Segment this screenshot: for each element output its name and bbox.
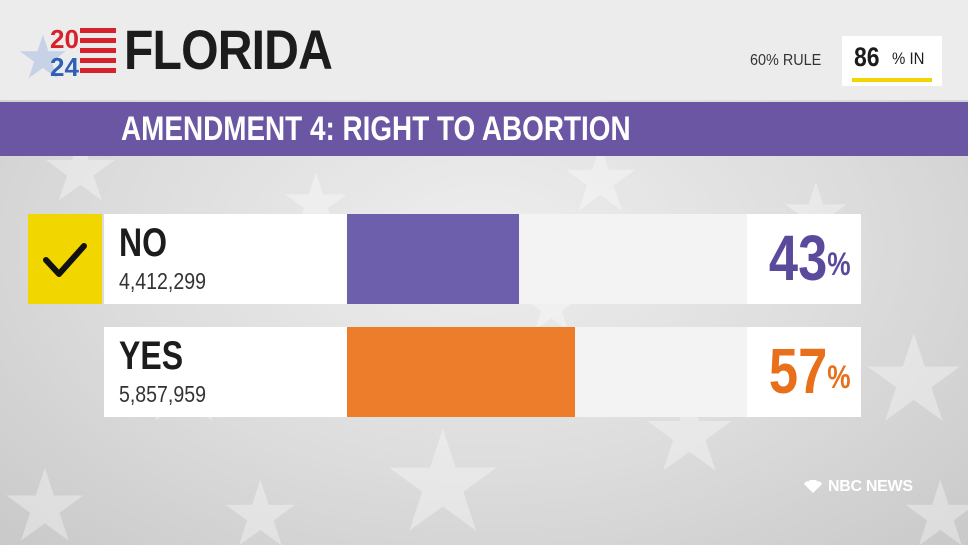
percent-symbol: % (827, 246, 851, 282)
race-title-bar: AMENDMENT 4: RIGHT TO ABORTION (0, 102, 968, 156)
reporting-unit: % IN (892, 49, 925, 68)
vote-count: 5,857,959 (119, 381, 206, 407)
svg-text:★: ★ (220, 462, 301, 545)
reporting-progress-bar (852, 78, 932, 82)
bar-yes (347, 327, 575, 417)
reporting-value: 86 (854, 42, 880, 72)
svg-text:★: ★ (900, 462, 968, 545)
network-name: NBC NEWS (828, 478, 913, 495)
winner-check-box (28, 214, 102, 304)
peacock-icon (804, 480, 822, 493)
header: ★ 20 24 FLORIDA 60% RULE 86 % IN (0, 0, 968, 100)
bar-no (347, 214, 519, 304)
logo-year-bottom: 24 (50, 52, 79, 82)
svg-text:★: ★ (380, 401, 506, 545)
network-logo: NBC NEWS (802, 478, 913, 496)
choice-label: NO (119, 221, 167, 265)
vote-count: 4,412,299 (119, 268, 206, 294)
percent-number: 43 (769, 222, 828, 294)
choice-label: YES (119, 334, 184, 378)
election-2024-logo: ★ 20 24 (18, 23, 116, 86)
percent-symbol: % (827, 359, 851, 395)
state-title: FLORIDA (124, 18, 333, 81)
reporting-box: 86 % IN (842, 36, 942, 86)
bar-track (347, 214, 747, 304)
percent-label-no: 43% (769, 220, 851, 296)
svg-text:★: ★ (18, 23, 70, 86)
percent-number: 57 (769, 335, 828, 407)
svg-text:★: ★ (860, 310, 968, 449)
checkmark-icon (43, 243, 87, 277)
percent-label-yes: 57% (769, 333, 851, 409)
race-title: AMENDMENT 4: RIGHT TO ABORTION (121, 110, 631, 148)
rule-label: 60% RULE (750, 52, 822, 69)
logo-year-top: 20 (50, 24, 79, 54)
percent-box: 57% (747, 327, 861, 417)
result-row-yes: YES 5,857,959 57% (104, 327, 861, 417)
svg-text:★: ★ (0, 447, 90, 545)
percent-box: 43% (747, 214, 861, 304)
result-row-no: NO 4,412,299 43% (104, 214, 861, 304)
bar-track (347, 327, 747, 417)
